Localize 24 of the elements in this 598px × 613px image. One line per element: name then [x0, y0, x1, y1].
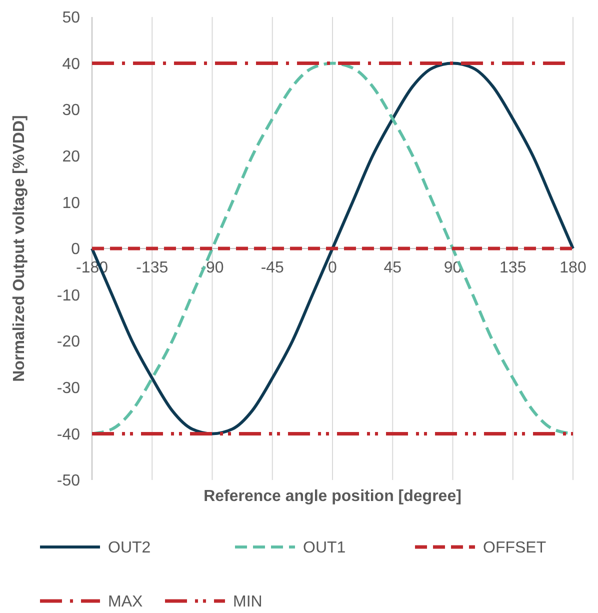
legend-label: OUT1 — [303, 540, 346, 557]
y-tick-label: -10 — [56, 287, 80, 304]
y-axis-title: Normalized Output voltage [%VDD] — [11, 115, 28, 382]
x-axis-title: Reference angle position [degree] — [204, 488, 462, 505]
y-tick-label: -40 — [56, 426, 80, 444]
legend-label: OUT2 — [108, 540, 151, 557]
x-tick-label: -135 — [136, 260, 168, 276]
legend-label: MAX — [108, 594, 143, 611]
y-tick-label: 40 — [62, 56, 80, 73]
y-tick-label: 30 — [62, 102, 80, 120]
y-tick-label: 10 — [62, 194, 80, 212]
y-tick-label: -50 — [56, 472, 80, 490]
legend-label: MIN — [233, 594, 262, 611]
x-tick-label: 135 — [500, 260, 526, 276]
x-tick-label: 180 — [560, 260, 586, 276]
y-tick-label: -30 — [56, 380, 80, 397]
y-tick-label: 50 — [62, 10, 80, 27]
y-tick-label: 20 — [62, 148, 80, 166]
legend-label: OFFSET — [483, 540, 546, 557]
y-tick-label: 0 — [71, 241, 80, 258]
x-tick-label: 0 — [328, 260, 338, 276]
x-tick-label: -45 — [260, 260, 284, 276]
y-tick-label: -20 — [56, 334, 80, 351]
x-tick-label: 45 — [384, 260, 402, 276]
